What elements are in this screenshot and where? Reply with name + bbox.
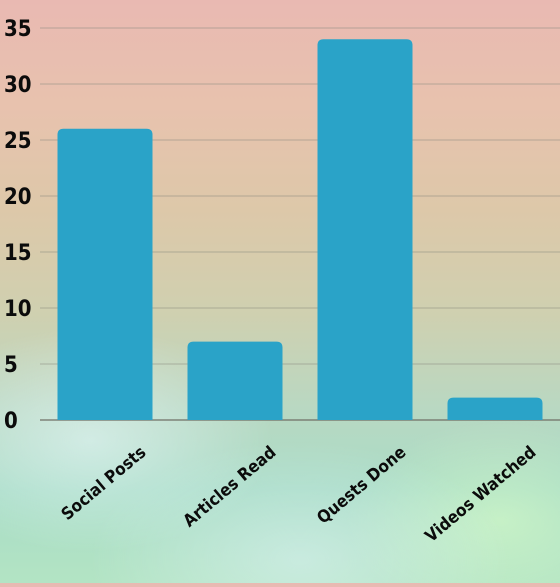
y-tick-label-20: 20 <box>4 185 32 210</box>
bars <box>57 39 543 421</box>
y-tick-label-30: 30 <box>4 73 32 98</box>
y-tick-label-35: 35 <box>4 17 32 42</box>
y-tick-label-0: 0 <box>4 409 18 434</box>
bar-articles-read <box>187 341 283 420</box>
y-tick-label-5: 5 <box>4 353 18 378</box>
y-axis-ticks: 0 5 10 15 20 25 30 35 <box>4 17 32 434</box>
bar-videos-watched <box>447 397 543 420</box>
y-tick-label-15: 15 <box>4 241 32 266</box>
x-axis-ticks: Social Posts Articles Read Quests Done Vide… <box>58 443 540 547</box>
y-tick-label-10: 10 <box>4 297 32 322</box>
y-tick-label-25: 25 <box>4 129 32 154</box>
bar-social-posts <box>57 128 153 421</box>
x-tick-label-social-posts: Social Posts <box>58 443 150 525</box>
x-tick-label-articles-read: Articles Read <box>180 443 281 532</box>
x-tick-label-videos-watched: Videos Watched <box>421 443 540 547</box>
x-tick-label-quests-done: Quests Done <box>313 443 410 529</box>
bar-quests-done <box>317 39 413 420</box>
